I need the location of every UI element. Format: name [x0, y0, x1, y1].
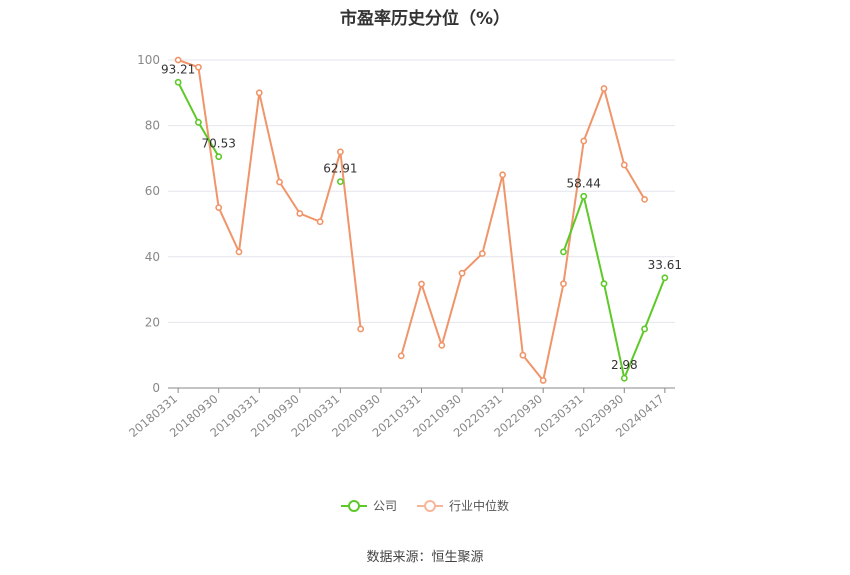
legend-item-industry[interactable]: 行业中位数 — [417, 497, 509, 514]
data-point-1 — [195, 63, 202, 71]
data-point-0 — [641, 325, 648, 333]
data-point-1 — [174, 56, 182, 64]
data-label: 2.98 — [611, 358, 638, 372]
data-point-1 — [560, 280, 567, 288]
data-point-0 — [600, 280, 608, 288]
data-point-1 — [539, 377, 547, 384]
series-layer — [174, 56, 669, 384]
data-label: 62.91 — [323, 162, 357, 176]
data-point-1 — [255, 89, 263, 97]
series-line-1 — [177, 59, 362, 330]
legend: 公司 行业中位数 — [0, 497, 850, 514]
series-line-0 — [562, 195, 666, 380]
line-chart: 0204060801002018033120180930201903312019… — [126, 53, 682, 440]
data-point-0 — [195, 118, 202, 126]
data-label: 58.44 — [567, 176, 601, 190]
legend-swatch-company — [340, 499, 367, 513]
data-source: 数据来源：恒生聚源 — [366, 550, 484, 565]
data-point-0 — [580, 192, 588, 200]
data-point-0 — [336, 178, 344, 186]
data-point-1 — [418, 280, 425, 288]
chart-title: 市盈率历史分位（%） — [339, 9, 511, 29]
data-point-0 — [620, 374, 628, 382]
data-point-1 — [641, 195, 648, 203]
series-line-1 — [400, 87, 646, 382]
data-point-1 — [316, 218, 324, 226]
data-point-1 — [478, 250, 486, 257]
data-point-1 — [235, 248, 243, 256]
y-tick-label: 20 — [145, 315, 160, 329]
y-tick-label: 80 — [145, 119, 160, 133]
legend-label-company: 公司 — [372, 499, 397, 513]
data-point-1 — [580, 137, 588, 145]
data-point-1 — [296, 210, 304, 217]
legend-label-industry: 行业中位数 — [449, 499, 510, 513]
data-point-0 — [661, 274, 669, 282]
data-point-1 — [499, 171, 507, 179]
data-point-1 — [276, 178, 283, 186]
data-label: 93.21 — [161, 62, 195, 76]
y-tick-label: 0 — [152, 381, 160, 395]
label-layer: 93.21 70.53 62.91 58.44 2.98 33.61 — [161, 62, 682, 372]
data-point-1 — [397, 352, 405, 360]
y-tick-label: 60 — [145, 184, 160, 198]
data-point-0 — [174, 78, 182, 86]
y-tick-label: 100 — [137, 53, 160, 67]
data-point-1 — [438, 341, 446, 349]
axis-layer: 0204060801002018033120180930201903312019… — [126, 53, 675, 440]
data-point-1 — [620, 161, 628, 169]
data-point-0 — [215, 153, 223, 161]
data-point-1 — [519, 351, 527, 359]
y-tick-label: 40 — [145, 250, 160, 264]
legend-item-company[interactable]: 公司 — [340, 497, 397, 514]
data-point-1 — [336, 148, 344, 156]
data-point-1 — [215, 204, 223, 211]
data-point-1 — [357, 325, 365, 333]
legend-swatch-industry — [417, 499, 443, 513]
data-point-1 — [458, 269, 466, 277]
data-point-0 — [560, 248, 567, 256]
data-point-1 — [600, 85, 608, 92]
data-label: 70.53 — [202, 137, 236, 151]
data-label: 33.61 — [648, 258, 682, 272]
